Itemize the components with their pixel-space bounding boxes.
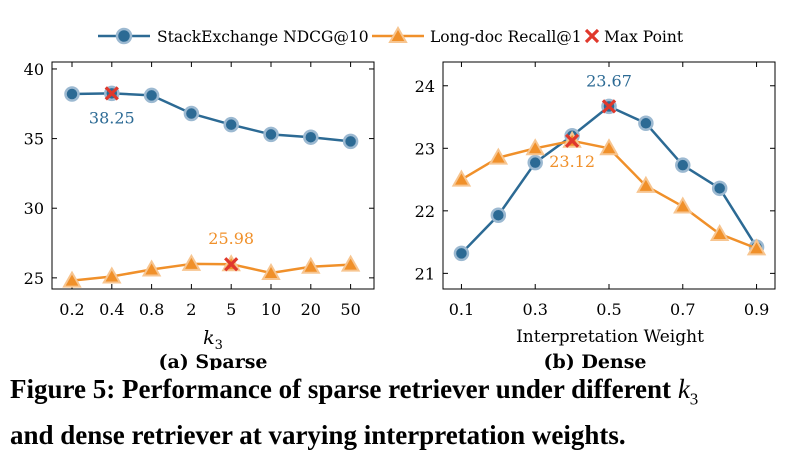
legend-marker-longdoc [388,25,408,43]
legend-label-max-point: Max Point [604,28,684,46]
data-point-longdoc [451,169,472,187]
x-tick-label: 10 [261,300,281,319]
data-point-stackexchange [303,129,319,145]
caption-k-subscript: 3 [689,389,699,409]
x-tick-label: 0.1 [449,300,474,319]
chart-title-sparse: (a) Sparse [158,351,267,370]
x-axis-label-sparse: k3 [203,327,223,353]
data-point-stackexchange [223,116,239,133]
chart-dense: 0.1 0.3 0.5 0.7 0.9 21 22 23 24 23.67 23.12 Inter… [415,61,776,370]
plot-frame-dense [442,61,776,290]
x-tick-label: 0.9 [744,300,769,319]
data-point-longdoc [301,256,321,274]
y-tick-label: 40 [24,60,44,79]
data-point-longdoc [62,270,82,288]
data-point-stackexchange [143,87,160,104]
data-point-stackexchange [183,105,200,122]
figure: StackExchange NDCG@10 Long-doc Recall@1 … [24,25,776,370]
data-point-stackexchange [675,157,691,173]
data-point-longdoc [340,254,361,272]
data-point-stackexchange [638,115,654,132]
legend-marker-max-point [584,28,600,44]
data-point-stackexchange [64,86,80,102]
data-point-stackexchange [527,154,543,171]
legend-marker-stackexchange [115,27,133,45]
y-tick-label: 30 [24,199,44,218]
max-point-label: 23.12 [549,152,595,171]
plot-frame-sparse [51,61,375,290]
data-point-longdoc [488,147,509,165]
max-point-label: 25.98 [208,229,254,248]
data-point-longdoc [673,196,693,214]
series-line-longdoc-asparse [71,262,351,282]
x-axis-label-dense: Interpretation Weight [516,327,704,347]
legend: StackExchange NDCG@10 Long-doc Recall@1 … [98,25,684,46]
data-point-stackexchange [453,245,470,262]
caption-suffix: and dense retriever at varying interpret… [10,420,626,451]
max-point-marker [601,99,617,114]
chart-title-dense: (b) Dense [543,351,646,370]
data-point-longdoc [102,266,122,284]
caption-prefix: Figure 5: Performance of sparse retrieve… [10,374,678,404]
data-point-stackexchange [342,133,359,150]
y-tick-label: 22 [415,202,435,221]
series-line-longdoc-bdense [460,139,758,250]
x-tick-label: 2 [186,300,196,319]
y-tick-label: 23 [415,139,435,158]
x-tick-label: 5 [226,300,236,319]
max-point-label: 38.25 [89,108,135,127]
x-tick-label: 0.7 [670,300,695,319]
data-point-stackexchange [490,207,507,223]
data-point-longdoc [525,138,545,156]
data-point-stackexchange [711,180,728,197]
data-point-longdoc [709,223,730,241]
max-point-marker [104,86,119,101]
caption-k-symbol: k [677,374,690,404]
figure-caption: Figure 5: Performance of sparse retrieve… [10,371,805,453]
y-tick-label: 24 [415,77,435,96]
data-point-longdoc [181,253,202,271]
max-point-label: 23.67 [586,71,632,90]
x-tick-label: 0.3 [522,300,547,319]
y-tick-label: 21 [415,264,435,283]
data-point-longdoc [599,138,619,156]
legend-label-stackexchange: StackExchange NDCG@10 [157,28,369,46]
y-tick-label: 35 [24,130,44,149]
x-tick-label: 0.4 [99,300,124,319]
series-line-stackexchange-bdense [460,105,758,255]
max-point-marker [224,257,239,272]
y-tick-label: 25 [24,269,44,288]
data-point-stackexchange [263,126,279,143]
x-tick-label: 50 [340,300,360,319]
data-point-longdoc [141,259,162,277]
max-point-marker [564,133,580,148]
legend-label-longdoc: Long-doc Recall@1 [430,28,582,46]
x-tick-label: 0.5 [596,300,621,319]
x-tick-label: 20 [301,300,321,319]
data-point-longdoc [636,175,656,193]
x-tick-label: 0.2 [59,300,84,319]
data-point-longdoc [261,262,281,280]
data-point-longdoc [746,238,767,256]
x-tick-label: 0.8 [139,300,164,319]
